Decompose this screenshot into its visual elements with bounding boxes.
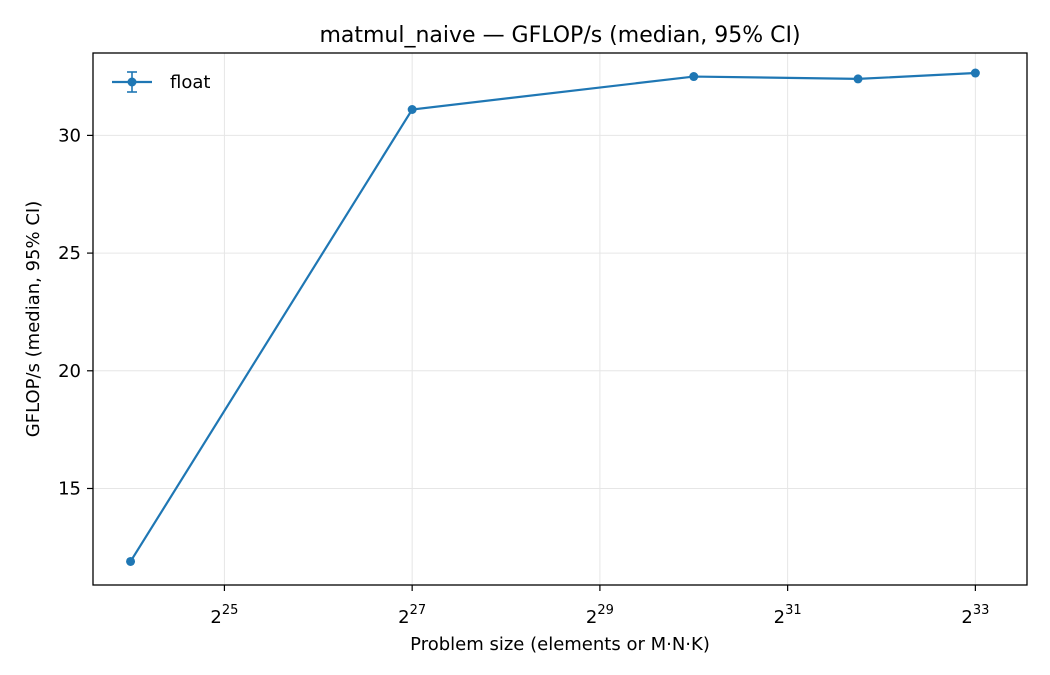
data-point	[970, 68, 980, 78]
data-point	[126, 556, 136, 566]
data-point	[689, 72, 699, 82]
chart-title: matmul_naive — GFLOP/s (median, 95% CI)	[319, 23, 800, 48]
data-point	[407, 104, 417, 114]
data-point	[853, 74, 863, 84]
legend-marker	[127, 77, 137, 87]
y-tick-label: 25	[58, 243, 81, 264]
y-tick-label: 30	[58, 125, 81, 146]
y-tick-label: 15	[58, 478, 81, 499]
y-tick-label: 20	[58, 361, 81, 382]
plot-frame	[92, 52, 1028, 586]
y-axis-label: GFLOP/s (median, 95% CI)	[23, 201, 44, 437]
x-axis-label: Problem size (elements or M·N·K)	[410, 634, 710, 655]
x-tick-label: 227	[398, 603, 426, 628]
x-tick-label: 229	[586, 603, 614, 628]
x-tick-label: 231	[774, 603, 802, 628]
series-layer	[126, 68, 980, 566]
x-tick-label: 233	[961, 603, 989, 628]
legend-label-float: float	[170, 72, 210, 93]
ticks-layer: 225 227 229 231 233 15 20 25 30	[58, 125, 989, 628]
x-tick-label: 225	[210, 603, 238, 628]
legend: float	[112, 71, 210, 93]
